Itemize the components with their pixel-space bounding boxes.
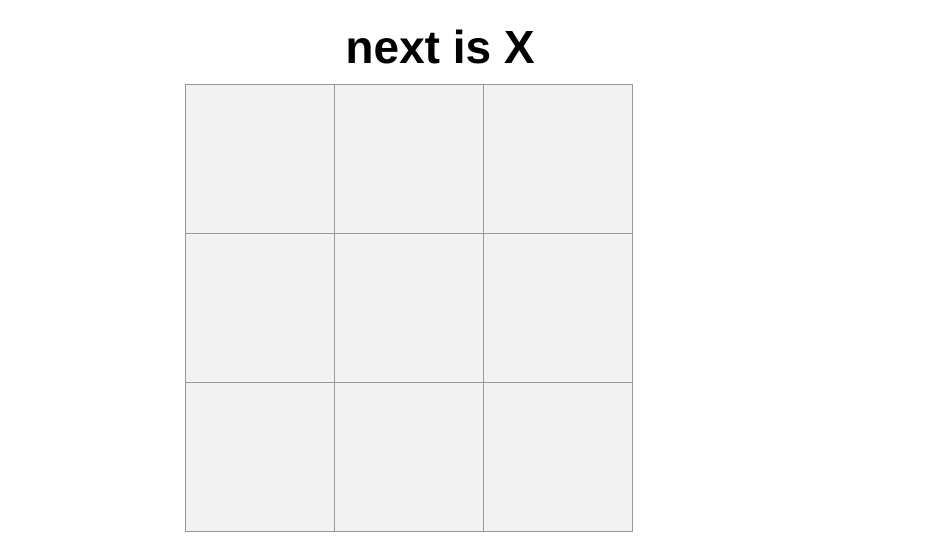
board-cell-5[interactable] bbox=[335, 234, 484, 383]
board-cell-6[interactable] bbox=[484, 234, 633, 383]
board-cell-1[interactable] bbox=[186, 85, 335, 234]
board-cell-3[interactable] bbox=[484, 85, 633, 234]
game-status: next is X bbox=[185, 20, 695, 74]
next-player: X bbox=[503, 21, 535, 73]
game-board bbox=[185, 84, 633, 532]
board-cell-8[interactable] bbox=[335, 383, 484, 532]
board-cell-2[interactable] bbox=[335, 85, 484, 234]
board-cell-4[interactable] bbox=[186, 234, 335, 383]
board-cell-9[interactable] bbox=[484, 383, 633, 532]
status-prefix: next is bbox=[345, 21, 492, 73]
board-cell-7[interactable] bbox=[186, 383, 335, 532]
